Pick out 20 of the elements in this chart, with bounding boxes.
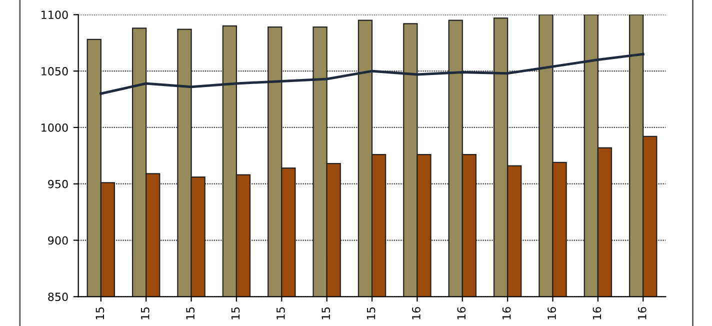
y-tick-label: 950	[48, 180, 68, 188]
x-tick-label: 15	[141, 307, 150, 320]
x-tick-label: 15	[96, 307, 104, 320]
y-tick-label: 1000	[42, 123, 68, 132]
x-tick-label: 15	[231, 307, 240, 320]
y-tick-label: 850	[48, 292, 68, 302]
y-tick-label: 900	[48, 236, 68, 245]
x-tick-label: 16	[457, 307, 466, 320]
x-tick-label: 15	[186, 307, 195, 320]
line-series	[100, 52, 644, 95]
x-tick-label: 16	[502, 307, 511, 320]
x-tick-label: 16	[548, 307, 556, 320]
x-tick-label: 16	[412, 307, 420, 320]
y-tick-label: 1100	[42, 10, 68, 20]
x-tick-label: 15	[276, 307, 285, 320]
x-tick-label: 16	[638, 307, 646, 320]
x-tick-label: 15	[322, 307, 330, 320]
x-tick-label: 15	[366, 307, 376, 320]
x-tick-label: 16	[592, 307, 602, 320]
y-tick-label: 1050	[42, 67, 68, 76]
